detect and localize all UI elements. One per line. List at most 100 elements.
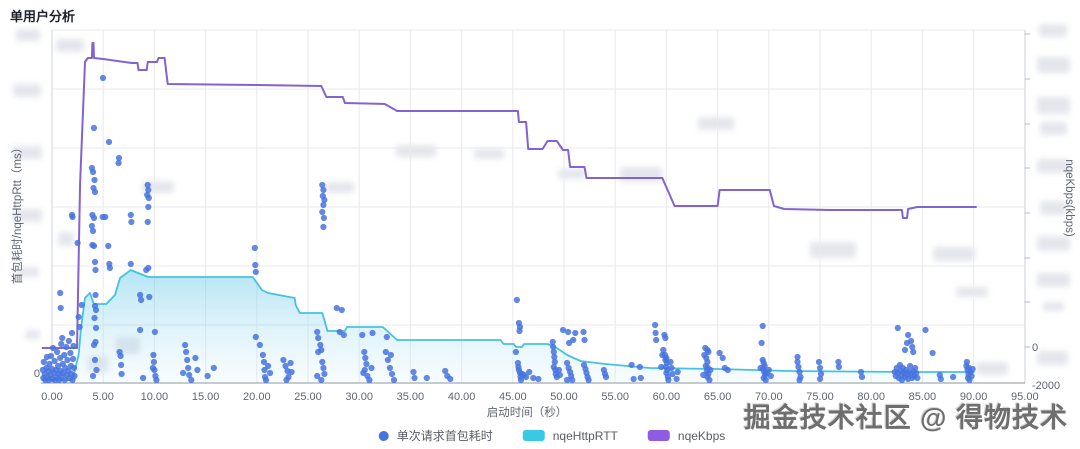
redaction-blur (1039, 24, 1067, 37)
scatter-point (288, 368, 295, 376)
scatter-point (188, 376, 195, 384)
scatter-point (59, 334, 66, 342)
scatter-point (968, 372, 975, 380)
redaction-blur (58, 232, 74, 246)
scatter-point (265, 362, 272, 370)
scatter-point (105, 138, 113, 146)
scatter-point (144, 218, 151, 226)
scatter-point (267, 369, 274, 377)
scatter-point (513, 296, 521, 304)
scatter-point (652, 329, 659, 337)
scatter-point (90, 242, 98, 250)
svg-text:85.00: 85.00 (909, 391, 937, 403)
legend-item-nqekbps[interactable]: nqeKbps (647, 429, 725, 443)
scatter-point (963, 358, 971, 366)
scatter-point (535, 375, 542, 383)
scatter-point (91, 356, 99, 364)
scatter-point (115, 154, 123, 162)
scatter-point (70, 342, 77, 350)
scatter-point (204, 372, 211, 380)
scatter-point (65, 337, 72, 345)
scatter-point (118, 370, 125, 378)
redaction-blur (558, 169, 586, 179)
scatter-point (704, 358, 711, 366)
x-tick-labels: 0.00 5.00 10.00 15.00 20.00 25.00 30.00 35.00 40… (41, 391, 1038, 403)
watermark: 掘金技术社区 @ 得物技术 (743, 403, 1068, 433)
scatter-point (91, 188, 99, 196)
scatter-point (759, 322, 766, 330)
rtt-swatch-icon (522, 430, 545, 441)
scatter-point (386, 364, 393, 372)
scatter-point (76, 323, 83, 331)
svg-text:65.00: 65.00 (704, 391, 732, 403)
scatter-point (665, 376, 672, 384)
scatter-point (660, 346, 667, 354)
scatter-point (89, 372, 97, 380)
scatter-point (914, 374, 921, 382)
redaction-blur (1037, 236, 1070, 251)
scatter-point (816, 364, 824, 372)
scatter-point (516, 323, 524, 331)
scatter-point (74, 239, 81, 247)
legend-label: nqeHttpRTT (552, 428, 618, 443)
scatter-point (55, 362, 62, 370)
scatter-point (75, 313, 82, 321)
scatter-point (362, 354, 369, 362)
scatter-point (668, 364, 675, 372)
scatter-point (816, 375, 824, 383)
redaction-blur (1037, 57, 1070, 73)
scatter-point (569, 376, 576, 384)
scatter-point (794, 353, 801, 361)
scatter-point (115, 159, 122, 167)
scatter-point (447, 375, 454, 383)
scatter-point (361, 366, 368, 374)
scatter-point (145, 264, 152, 272)
scatter-marker-icon (378, 430, 389, 441)
scatter-point (315, 334, 322, 342)
scatter-point (564, 376, 571, 384)
scatter-point (894, 324, 901, 332)
x-axis-title: 启动时间（秒） (486, 407, 568, 419)
scatter-point (92, 338, 99, 346)
redaction-blur (1040, 201, 1067, 215)
scatter-point (321, 196, 328, 204)
scatter-point (526, 368, 533, 376)
scatter-point (93, 366, 100, 374)
scatter-point (57, 304, 64, 312)
redaction-blur (17, 267, 39, 277)
scatter-point (184, 356, 191, 364)
svg-text:5.00: 5.00 (92, 391, 113, 403)
scatter-point (320, 186, 327, 194)
scatter-point (89, 227, 97, 235)
legend-item-first-packet[interactable]: 单次请求首包耗时 (378, 427, 493, 444)
scatter-point (565, 328, 572, 336)
rtt-area (41, 270, 975, 383)
scatter-point (636, 363, 643, 371)
svg-text:90.00: 90.00 (960, 391, 988, 403)
scatter-point (150, 358, 157, 366)
svg-text:10.00: 10.00 (141, 391, 169, 403)
scatter-point (523, 373, 530, 381)
scatter-point (581, 336, 588, 344)
scatter-point (549, 338, 556, 346)
scatter-point (628, 361, 635, 369)
scatter-point (707, 366, 714, 374)
scatter-point (49, 344, 57, 352)
redaction-blur (12, 209, 42, 222)
scatter-point (383, 333, 390, 341)
scatter-point (320, 214, 327, 222)
scatter-point (180, 369, 187, 377)
redaction-blur (326, 182, 354, 193)
scatter-series (39, 74, 976, 384)
scatter-point (913, 369, 920, 377)
legend-item-nqehttprtt[interactable]: nqeHttpRTT (522, 428, 618, 443)
scatter-point (950, 373, 957, 381)
scatter-point (89, 168, 97, 176)
scatter-point (551, 353, 558, 361)
scatter-point (706, 376, 713, 384)
scatter-point (758, 339, 765, 347)
scatter-point (815, 358, 823, 366)
scatter-point (319, 181, 326, 189)
scatter-point (210, 364, 217, 372)
